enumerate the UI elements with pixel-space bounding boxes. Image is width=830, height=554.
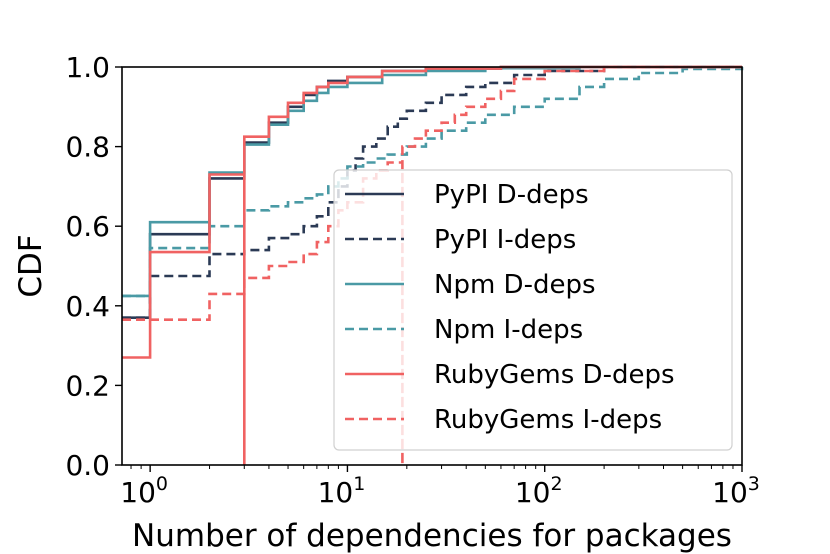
legend-label-pypi-i-deps: PyPI I-deps [434, 225, 576, 255]
y-tick-label: 0.6 [65, 210, 110, 243]
y-tick-label: 0.4 [65, 290, 110, 323]
series-line-pypi-i-deps [122, 65, 742, 319]
legend-label-npm-d-deps: Npm D-deps [434, 270, 596, 300]
series-line-npm-d-deps [122, 65, 742, 298]
series-line-rubygems-d-deps [122, 65, 742, 465]
x-tick-label: 102 [515, 473, 563, 509]
legend-label-npm-i-deps: Npm I-deps [434, 315, 583, 345]
x-tick-label: 100 [120, 473, 168, 509]
x-tick-label: 103 [712, 473, 760, 509]
y-tick-label: 0.2 [65, 369, 110, 402]
y-tick-label: 0.0 [65, 449, 110, 482]
y-axis: 0.0 0.2 0.4 0.6 0.8 1.0 [65, 51, 122, 482]
legend: PyPI D-deps PyPI I-deps Npm D-deps Npm I-de… [333, 169, 733, 451]
plot-lines [122, 65, 744, 465]
legend-label-pypi-d-deps: PyPI D-deps [434, 180, 589, 210]
series-line-npm-i-deps [122, 67, 744, 298]
legend-label-rubygems-d-deps: RubyGems D-deps [434, 360, 675, 390]
y-tick-label: 0.8 [65, 131, 110, 164]
y-tick-label: 1.0 [65, 51, 110, 84]
legend-box [333, 169, 733, 451]
x-axis: 100 101 102 103 [120, 465, 760, 509]
plot-frame [121, 66, 743, 466]
x-tick-label: 101 [318, 473, 366, 509]
legend-label-rubygems-i-deps: RubyGems I-deps [434, 405, 662, 435]
x-axis-title: Number of dependencies for packages [132, 518, 732, 554]
y-axis-title: CDF [13, 234, 49, 297]
